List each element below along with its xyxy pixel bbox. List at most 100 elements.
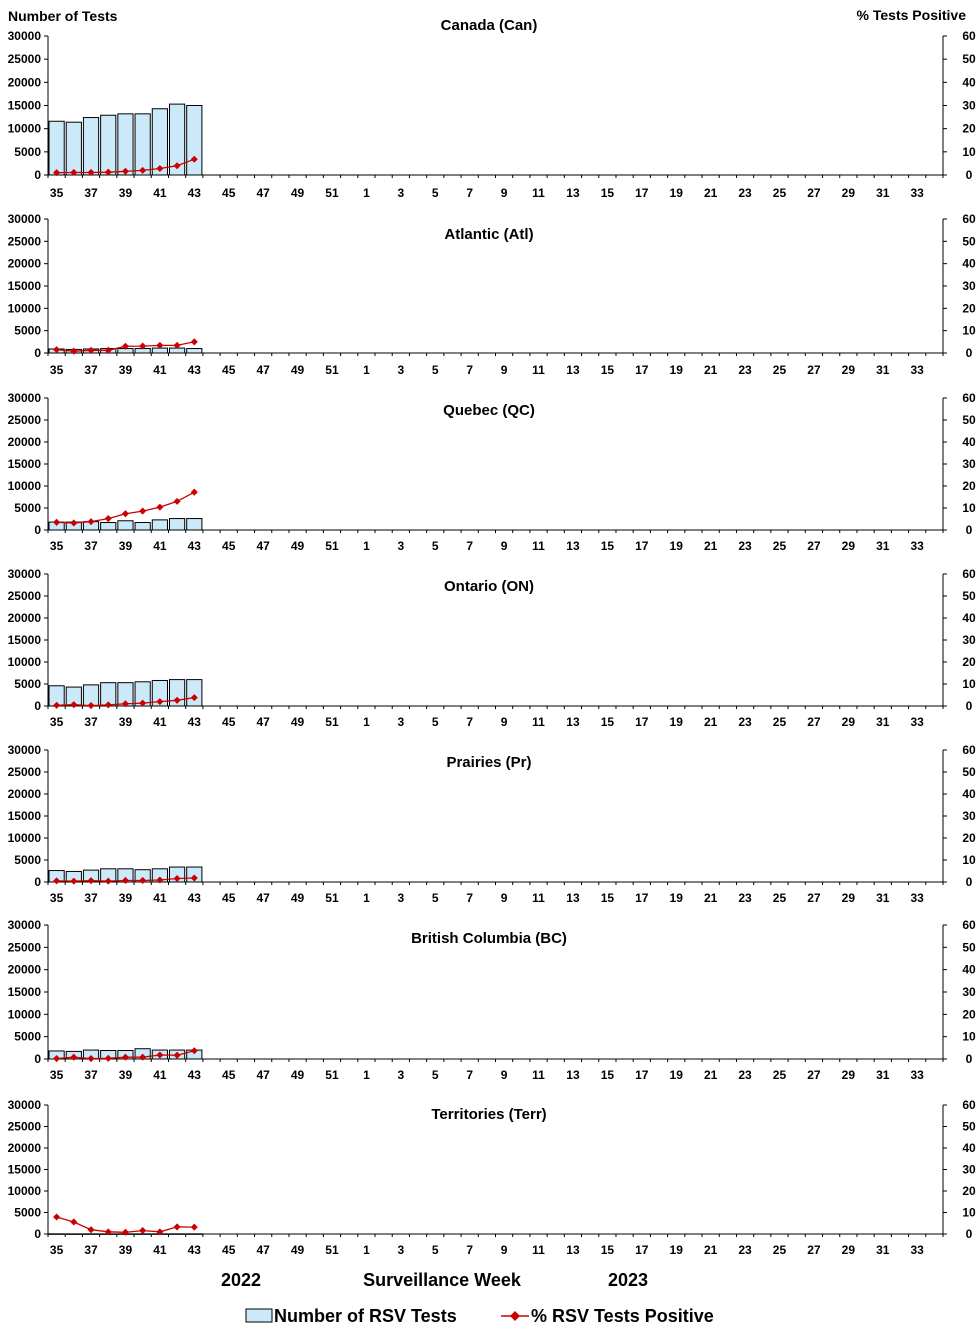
left-tick-label: 15000: [8, 1163, 42, 1177]
x-tick-label: 11: [532, 891, 545, 905]
x-tick-label: 11: [532, 1243, 545, 1257]
x-tick-label: 31: [876, 1243, 890, 1257]
positivity-point: [190, 694, 198, 702]
x-tick-label: 15: [601, 891, 615, 905]
bar: [117, 520, 134, 531]
bar: [48, 120, 65, 176]
x-tick-label: 21: [704, 1068, 718, 1082]
x-tick-label: 23: [738, 539, 752, 553]
right-tick-label: 0: [966, 1227, 973, 1241]
bar: [117, 113, 134, 176]
left-tick-label: 5000: [14, 1030, 41, 1044]
right-tick-label: 20: [962, 301, 976, 315]
panel-4: Prairies (Pr)300002500020000150001000050…: [8, 743, 976, 905]
left-tick-label: 30000: [8, 212, 42, 226]
positivity-point: [173, 874, 181, 883]
right-tick-label: 30: [962, 99, 976, 113]
x-tick-label: 45: [222, 363, 236, 377]
bar: [65, 121, 82, 176]
x-tick-label: 27: [807, 363, 821, 377]
x-tick-label: 7: [466, 1243, 473, 1257]
x-tick-label: 49: [291, 715, 305, 729]
positivity-point: [190, 488, 198, 496]
x-tick-label: 3: [397, 1068, 404, 1082]
positivity-point: [70, 519, 78, 527]
x-tick-label: 25: [773, 1243, 787, 1257]
positivity-point: [173, 696, 181, 704]
positivity-point: [121, 167, 129, 175]
positivity-point: [87, 518, 95, 526]
positivity-point: [70, 701, 78, 709]
right-tick-label: 0: [966, 875, 973, 889]
right-axis-header: % Tests Positive: [857, 7, 967, 23]
x-tick-label: 39: [119, 715, 133, 729]
right-tick-label: 60: [962, 29, 976, 43]
x-tick-label: 27: [807, 186, 821, 200]
right-tick-label: 60: [962, 743, 976, 757]
x-tick-label: 33: [911, 186, 925, 200]
panel-5: British Columbia (BC)3000025000200001500…: [8, 918, 976, 1082]
positivity-point: [104, 346, 112, 354]
x-tick-label: 49: [291, 891, 305, 905]
left-tick-label: 20000: [8, 611, 42, 625]
legend-bar-swatch: [245, 1308, 273, 1323]
left-tick-label: 30000: [8, 918, 42, 932]
left-tick-label: 5000: [14, 853, 41, 867]
x-tick-label: 29: [842, 1068, 856, 1082]
right-tick-label: 40: [962, 787, 976, 801]
right-tick-label: 20: [962, 1007, 976, 1021]
x-tick-label: 13: [566, 186, 580, 200]
x-tick-label: 21: [704, 1243, 718, 1257]
x-axis-title: Surveillance Week: [363, 1270, 522, 1290]
x-tick-label: 49: [291, 186, 305, 200]
x-tick-label: 11: [532, 1068, 545, 1082]
bar: [168, 518, 186, 531]
positivity-point: [53, 518, 61, 526]
panels: Canada (Can)3000025000200001500010000500…: [8, 17, 976, 1257]
left-tick-label: 25000: [8, 940, 42, 954]
x-tick-label: 39: [119, 539, 133, 553]
positivity-point: [70, 877, 78, 885]
x-tick-label: 35: [50, 186, 64, 200]
left-tick-label: 20000: [8, 75, 42, 89]
x-tick-label: 39: [119, 363, 133, 377]
panel-3: Ontario (ON)3000025000200001500010000500…: [8, 567, 976, 729]
x-tick-label: 13: [566, 1243, 580, 1257]
x-tick-label: 41: [153, 1243, 167, 1257]
x-tick-label: 43: [188, 186, 202, 200]
positivity-point: [190, 338, 198, 346]
bar: [151, 519, 168, 531]
right-tick-label: 60: [962, 212, 976, 226]
positivity-point: [87, 168, 95, 176]
positivity-point: [139, 507, 147, 515]
x-tick-label: 3: [397, 186, 404, 200]
x-tick-label: 51: [325, 715, 339, 729]
right-tick-label: 30: [962, 457, 976, 471]
right-tick-label: 40: [962, 435, 976, 449]
right-tick-label: 40: [962, 1141, 976, 1155]
x-tick-label: 3: [397, 539, 404, 553]
x-tick-label: 1: [363, 891, 370, 905]
x-tick-label: 43: [188, 715, 202, 729]
x-tick-label: 23: [738, 715, 752, 729]
left-tick-label: 25000: [8, 52, 42, 66]
left-tick-label: 10000: [8, 831, 42, 845]
x-tick-label: 9: [501, 1243, 508, 1257]
panel-6: Territories (Terr)3000025000200001500010…: [8, 1098, 976, 1257]
x-tick-label: 31: [876, 363, 890, 377]
x-tick-label: 1: [363, 539, 370, 553]
x-tick-label: 27: [807, 1243, 821, 1257]
x-tick-label: 13: [566, 891, 580, 905]
right-tick-label: 10: [962, 145, 976, 159]
x-tick-label: 21: [704, 715, 718, 729]
x-tick-label: 11: [532, 363, 545, 377]
x-tick-label: 47: [256, 539, 270, 553]
x-tick-label: 45: [222, 1243, 236, 1257]
x-tick-label: 51: [325, 539, 339, 553]
x-tick-label: 35: [50, 539, 64, 553]
right-tick-label: 10: [962, 853, 976, 867]
left-tick-label: 0: [34, 1227, 41, 1241]
x-tick-label: 37: [84, 891, 98, 905]
x-tick-label: 29: [842, 363, 856, 377]
x-tick-label: 17: [635, 539, 649, 553]
